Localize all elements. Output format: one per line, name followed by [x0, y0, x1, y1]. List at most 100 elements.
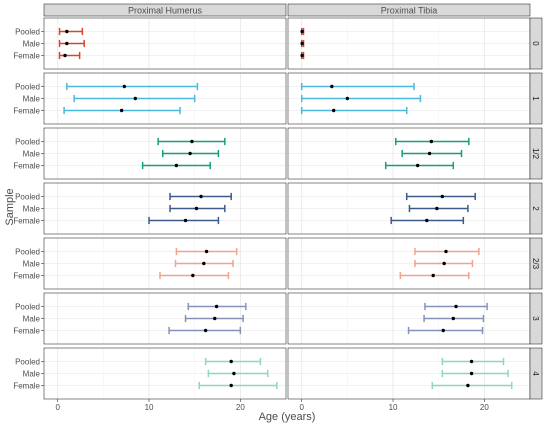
interval-point [119, 108, 124, 113]
panel-tibia [287, 17, 531, 70]
interval-point [435, 206, 439, 211]
interval-point [199, 194, 203, 199]
panel-humerus: Pooled Male Female [13, 127, 287, 180]
interval-female [63, 106, 181, 115]
interval-point [65, 41, 69, 46]
interval-male [161, 149, 220, 158]
interval-pooled [187, 302, 247, 311]
x-tick-label: 10 [389, 403, 398, 412]
interval-male [174, 259, 234, 268]
panel-tibia [287, 237, 531, 290]
y-tick-label: Pooled [15, 303, 40, 312]
interval-female [300, 51, 305, 60]
column-strip-tibia [287, 3, 531, 17]
interval-pooled [395, 137, 470, 146]
interval-point [427, 151, 432, 156]
interval-male [441, 369, 509, 378]
interval-point [174, 163, 179, 168]
column-strips: Proximal Humerus Proximal Tibia [43, 3, 531, 17]
interval-male [300, 94, 422, 103]
stage-label: 1 [531, 96, 540, 101]
panel-tibia [287, 292, 531, 345]
interval-point [331, 108, 336, 113]
stage-label: 2/3 [531, 258, 540, 270]
stage-label: 0 [531, 41, 540, 46]
panel-stage-2: Pooled Male Female 2 [13, 182, 543, 235]
interval-point [133, 96, 138, 101]
interval-female [141, 161, 211, 170]
y-tick-label: Male [23, 260, 41, 269]
interval-point [202, 261, 206, 266]
y-tick-label: Pooled [15, 248, 40, 257]
interval-pooled [169, 192, 232, 201]
interval-point [63, 53, 67, 58]
panel-tibia [287, 127, 531, 180]
y-tick-label: Pooled [15, 83, 40, 92]
interval-point [229, 383, 233, 388]
stage-strip [529, 72, 543, 125]
y-tick-label: Pooled [15, 138, 40, 147]
stage-strip [529, 182, 543, 235]
panel-tibia [287, 72, 531, 125]
y-axis-label: Sample [4, 188, 16, 225]
interval-female [390, 216, 465, 225]
panel-stage-1: Pooled Male Female 1 [13, 72, 543, 125]
interval-male [58, 39, 85, 48]
panel-humerus: Pooled Male Female [13, 17, 287, 70]
panel-stage-3: Pooled Male Female 3 [13, 292, 543, 345]
interval-male [169, 204, 226, 213]
interval-pooled [58, 27, 84, 36]
column-strip-humerus [43, 3, 287, 17]
y-tick-label: Male [23, 315, 41, 324]
x-tick-label: 20 [236, 403, 245, 412]
interval-point [122, 84, 127, 89]
interval-pooled [157, 137, 226, 146]
interval-point [425, 218, 429, 223]
interval-female [58, 51, 81, 60]
panel-humerus: Pooled Male Female [13, 347, 287, 400]
stage-strip [529, 347, 543, 400]
interval-point [444, 249, 448, 254]
interval-point [190, 139, 194, 144]
y-tick-label: Pooled [15, 193, 40, 202]
panel-stage-2-3: Pooled Male Female 2/3 [13, 237, 543, 290]
panel-humerus: Pooled Male Female [13, 237, 287, 290]
interval-male [73, 94, 196, 103]
interval-female [384, 161, 455, 170]
interval-point [451, 316, 455, 321]
panel-humerus: Pooled Male Female [13, 182, 287, 235]
stage-label: 3 [531, 316, 540, 321]
x-axis: 0 10 20 0 10 20 [55, 399, 489, 412]
y-tick-label: Female [13, 327, 40, 336]
interval-point [300, 41, 304, 46]
y-tick-label: Pooled [15, 358, 40, 367]
interval-female [148, 216, 220, 225]
stage-strip [529, 17, 543, 70]
x-tick-label: 20 [480, 403, 489, 412]
interval-female [431, 381, 513, 390]
interval-point [441, 328, 445, 333]
y-tick-label: Female [13, 162, 40, 171]
interval-pooled [300, 82, 415, 91]
interval-point [330, 84, 334, 89]
stage-label: 1/2 [531, 148, 540, 160]
panel-stage-0: Pooled Male Female 0 [13, 17, 543, 70]
interval-point [203, 328, 208, 333]
interval-point [466, 383, 470, 388]
interval-pooled [405, 192, 476, 201]
interval-point [440, 194, 445, 199]
y-tick-label: Male [23, 370, 41, 379]
interval-point [232, 371, 236, 376]
interval-point [469, 371, 474, 376]
stage-label: 2 [531, 206, 540, 211]
x-tick-label: 10 [145, 403, 154, 412]
interval-point [415, 163, 420, 168]
interval-point [204, 249, 209, 254]
interval-pooled [424, 302, 488, 311]
interval-point [214, 304, 219, 309]
interval-female [407, 326, 484, 335]
y-tick-label: Male [23, 95, 41, 104]
interval-point [300, 53, 304, 58]
interval-point [431, 273, 435, 278]
